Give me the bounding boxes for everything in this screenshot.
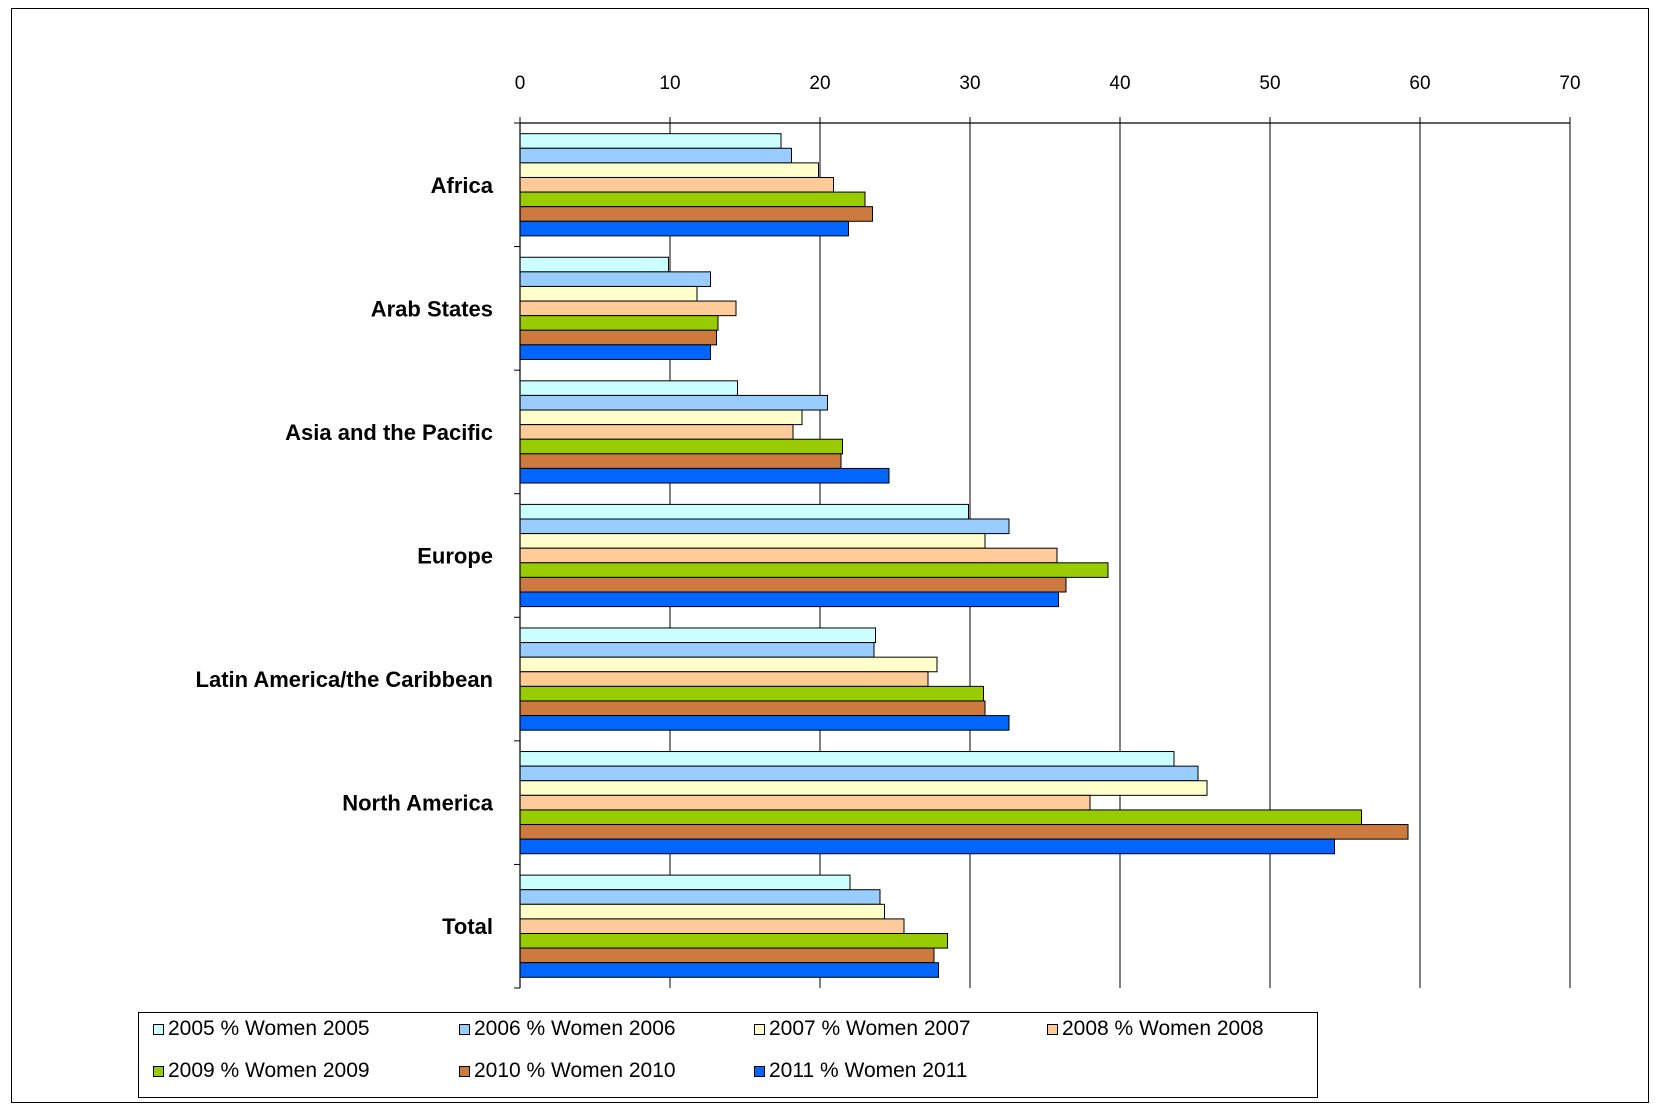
bar: [519, 271, 711, 287]
x-tick-label: 0: [515, 73, 526, 94]
bar: [519, 300, 737, 317]
legend-label: 2008 % Women 2008: [1062, 1017, 1264, 1040]
x-tick-label: 60: [1409, 73, 1430, 94]
bar: [519, 191, 866, 208]
bar: [519, 947, 935, 964]
legend-item: 2005 % Women 2005: [153, 1017, 370, 1041]
legend-item: 2006 % Women 2006: [459, 1017, 676, 1041]
x-tick-labels: 0 10 20 30 40 50 60 70: [515, 73, 1581, 94]
bar: [519, 547, 1058, 564]
bar: [519, 344, 711, 360]
bar: [519, 918, 905, 935]
bar: [519, 206, 873, 222]
bar: [519, 438, 843, 455]
bar: [519, 838, 1335, 855]
legend-item: 2009 % Women 2009: [153, 1059, 370, 1083]
category-label: Arab States: [371, 296, 493, 321]
legend-item: 2011 % Women 2011: [754, 1059, 967, 1083]
x-tick-label: 20: [809, 73, 830, 94]
legend-label: 2009 % Women 2009: [168, 1059, 370, 1082]
bar: [519, 576, 1067, 593]
category-labels: Africa Arab States Asia and the Pacific Eur…: [196, 173, 494, 939]
bar: [519, 874, 851, 891]
legend-item: 2007 % Women 2007: [754, 1017, 971, 1041]
bar: [519, 903, 885, 920]
category-label: North America: [342, 791, 494, 816]
bar: [519, 518, 1010, 535]
bar: [519, 562, 1109, 578]
legend-swatch: [153, 1023, 164, 1035]
bar: [519, 503, 969, 520]
bar: [519, 467, 890, 484]
bar: [519, 409, 803, 426]
legend-swatch: [153, 1065, 164, 1077]
legend-swatch: [754, 1023, 765, 1035]
legend-swatch: [1047, 1023, 1058, 1035]
bar: [519, 394, 828, 411]
bar: [519, 794, 1091, 811]
bar: [519, 162, 819, 178]
axes: [514, 117, 1571, 989]
bar: [519, 424, 794, 440]
bar: [519, 147, 792, 164]
legend-label: 2006 % Women 2006: [474, 1017, 676, 1040]
category-label: Europe: [417, 544, 493, 569]
bar: [519, 329, 717, 346]
legend-item: 2008 % Women 2008: [1047, 1017, 1264, 1041]
category-label: Latin America/the Caribbean: [196, 667, 493, 692]
x-tick-label: 50: [1259, 73, 1280, 94]
bar: [519, 751, 1175, 767]
bar: [519, 671, 929, 687]
bar: [519, 962, 939, 978]
legend-swatch: [754, 1065, 765, 1077]
bar: [519, 889, 881, 905]
bar: [519, 656, 938, 673]
bar: [519, 715, 1010, 731]
category-label: Africa: [431, 173, 494, 198]
bar: [519, 315, 719, 331]
x-tick-label: 40: [1109, 73, 1130, 94]
bar: [519, 256, 669, 273]
bar: [519, 591, 1059, 608]
legend-swatch: [459, 1065, 470, 1077]
x-tick-label: 10: [659, 73, 680, 94]
bar: [519, 176, 834, 193]
bar: [519, 220, 849, 237]
x-tick-label: 30: [959, 73, 980, 94]
bar: [519, 780, 1208, 796]
bar: [519, 809, 1362, 826]
legend: 2005 % Women 2005 2006 % Women 2006 2007 %…: [138, 1012, 1318, 1098]
legend-label: 2010 % Women 2010: [474, 1059, 676, 1082]
category-label: Asia and the Pacific: [285, 420, 493, 445]
bar: [519, 380, 738, 396]
legend-label: 2007 % Women 2007: [769, 1017, 971, 1040]
legend-label: 2011 % Women 2011: [769, 1059, 968, 1082]
bar: [519, 933, 948, 949]
bars: [519, 133, 1409, 978]
bar: [519, 700, 986, 717]
bar: [519, 642, 875, 658]
category-label: Total: [442, 914, 493, 939]
bar: [519, 133, 782, 149]
bar: [519, 765, 1199, 782]
bar: [519, 824, 1409, 840]
bar: [519, 627, 876, 644]
bar: [519, 453, 842, 469]
legend-item: 2010 % Women 2010: [459, 1059, 676, 1083]
bar: [519, 533, 986, 549]
legend-swatch: [459, 1023, 470, 1035]
x-tick-label: 70: [1559, 73, 1580, 94]
bar: [519, 285, 698, 302]
legend-label: 2005 % Women 2005: [168, 1017, 370, 1040]
bar: [519, 685, 984, 702]
